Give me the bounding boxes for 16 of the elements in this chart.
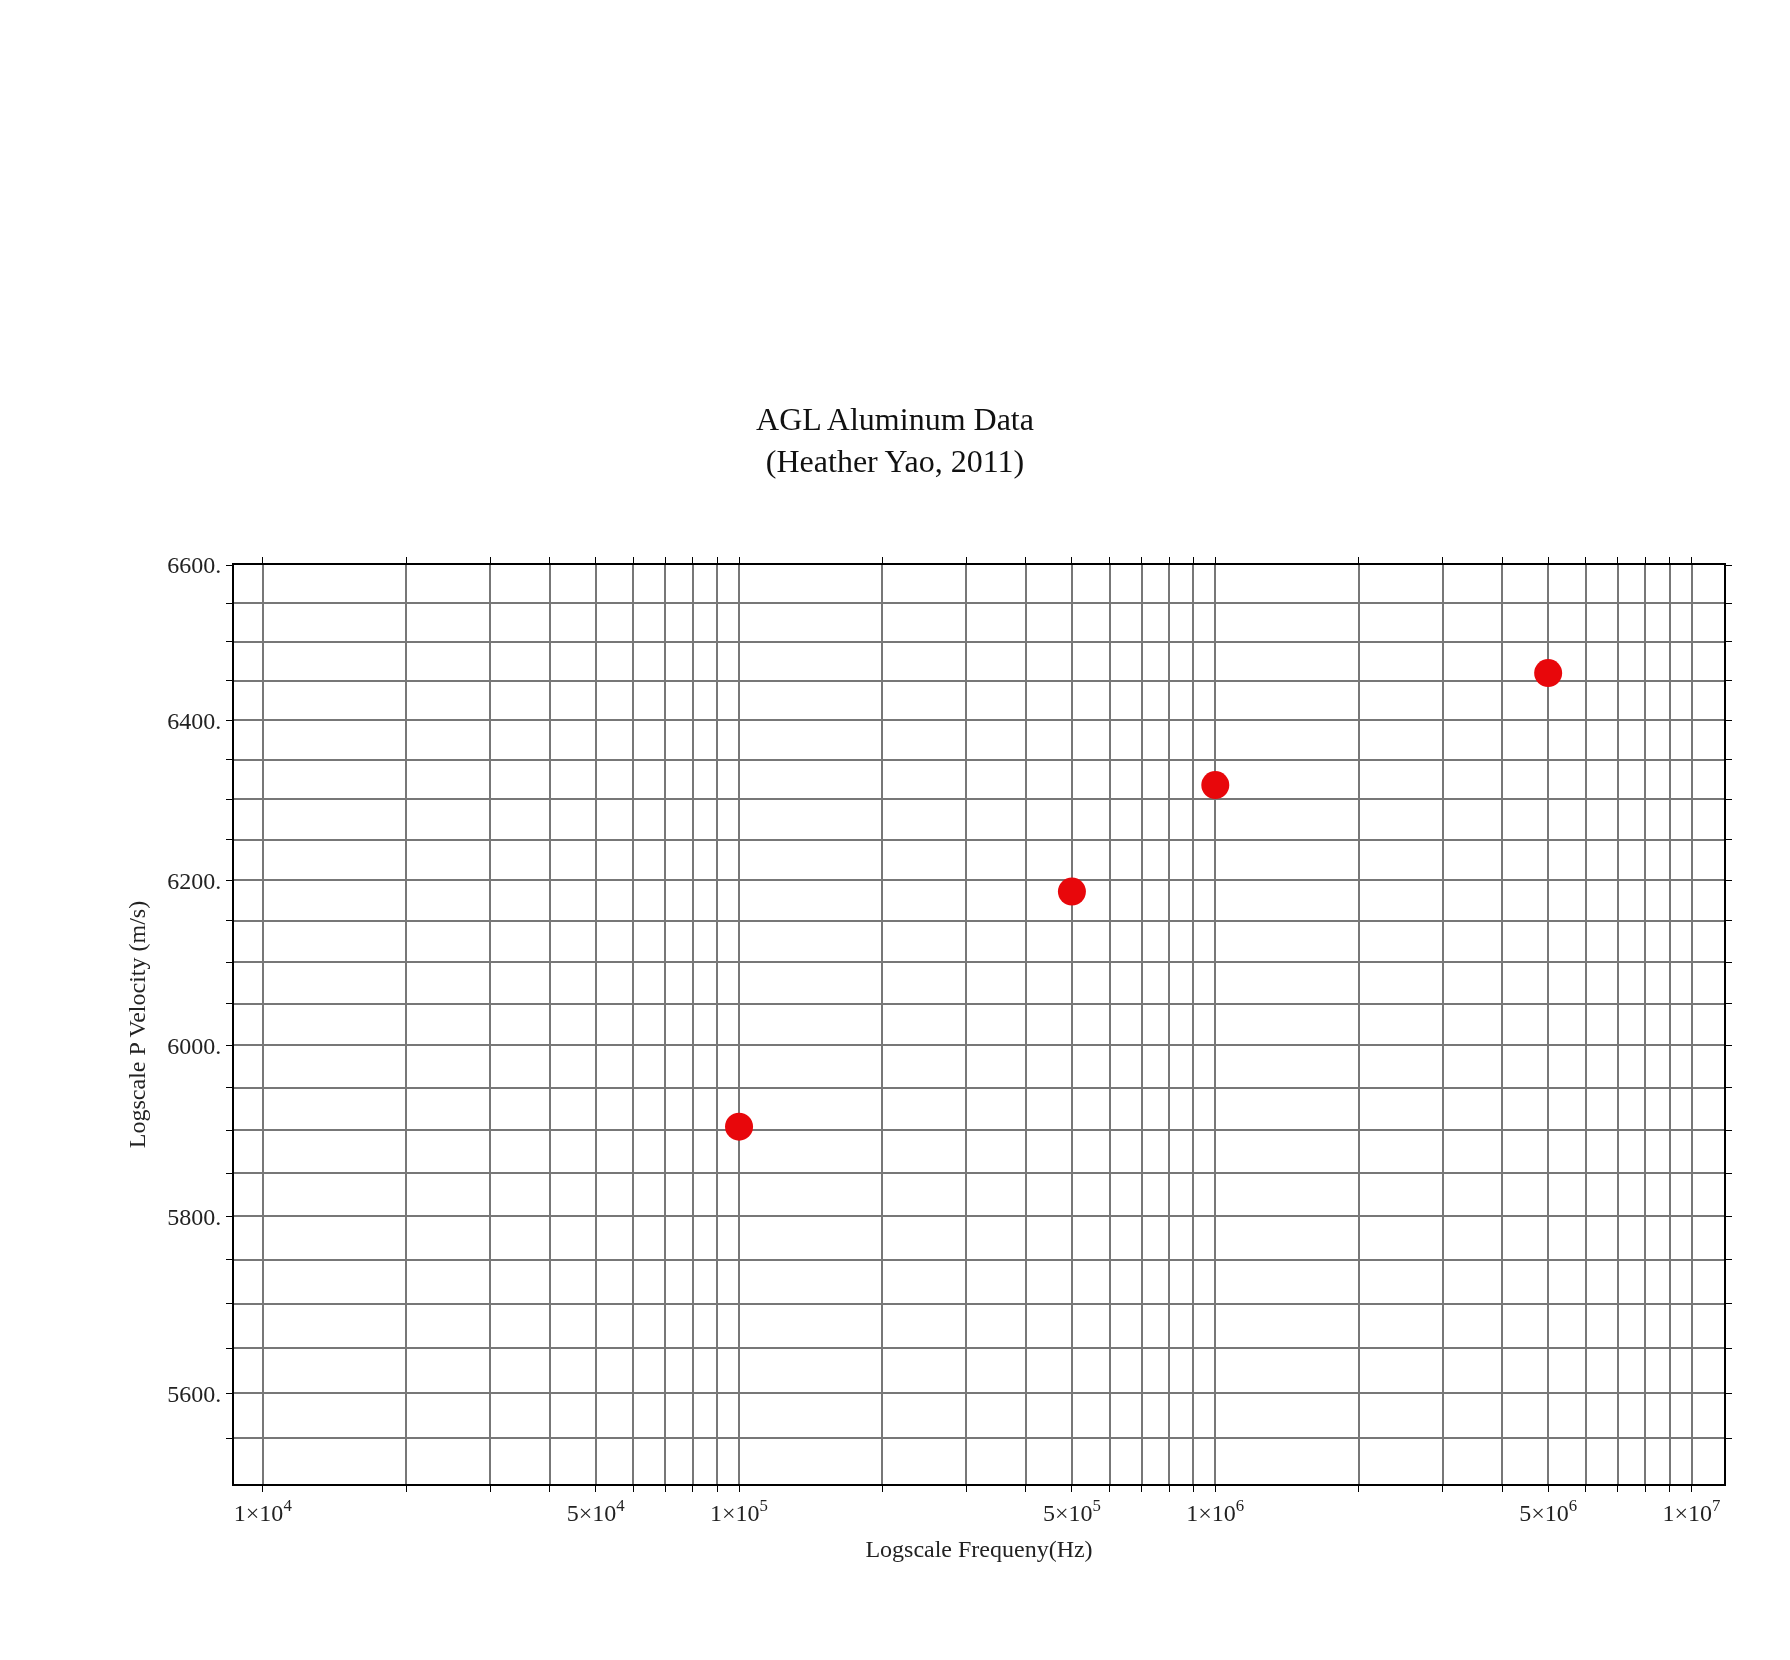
y-tick-label: 6000. <box>167 1032 222 1059</box>
y-tick-label: 5800. <box>167 1203 222 1230</box>
y-tick-label: 6200. <box>167 867 222 894</box>
x-axis-title: Logscale Frequeny(Hz) <box>865 1535 1093 1562</box>
x-tick-label: 5×10$^{5}$ <box>1042 1495 1101 1526</box>
x-tick-label: 1×10$^{6}$ <box>1186 1495 1245 1526</box>
x-tick-label: 5×10$^{6}$ <box>1519 1495 1578 1526</box>
x-tick-label: 1×10$^{7}$ <box>1662 1495 1721 1526</box>
y-axis-title: Logscale P Velocity (m/s) <box>123 900 150 1149</box>
y-tick-label: 5600. <box>167 1380 222 1407</box>
chart-title: AGL Aluminum Data (Heather Yao, 2011) <box>756 401 1034 479</box>
x-tick-label: 5×10$^{4}$ <box>566 1495 626 1526</box>
x-tick-label: 1×10$^{4}$ <box>233 1495 293 1526</box>
x-tick-label: 1×10$^{5}$ <box>710 1495 769 1526</box>
y-tick-label: 6600. <box>167 552 222 579</box>
y-tick-label: 6400. <box>167 707 222 734</box>
